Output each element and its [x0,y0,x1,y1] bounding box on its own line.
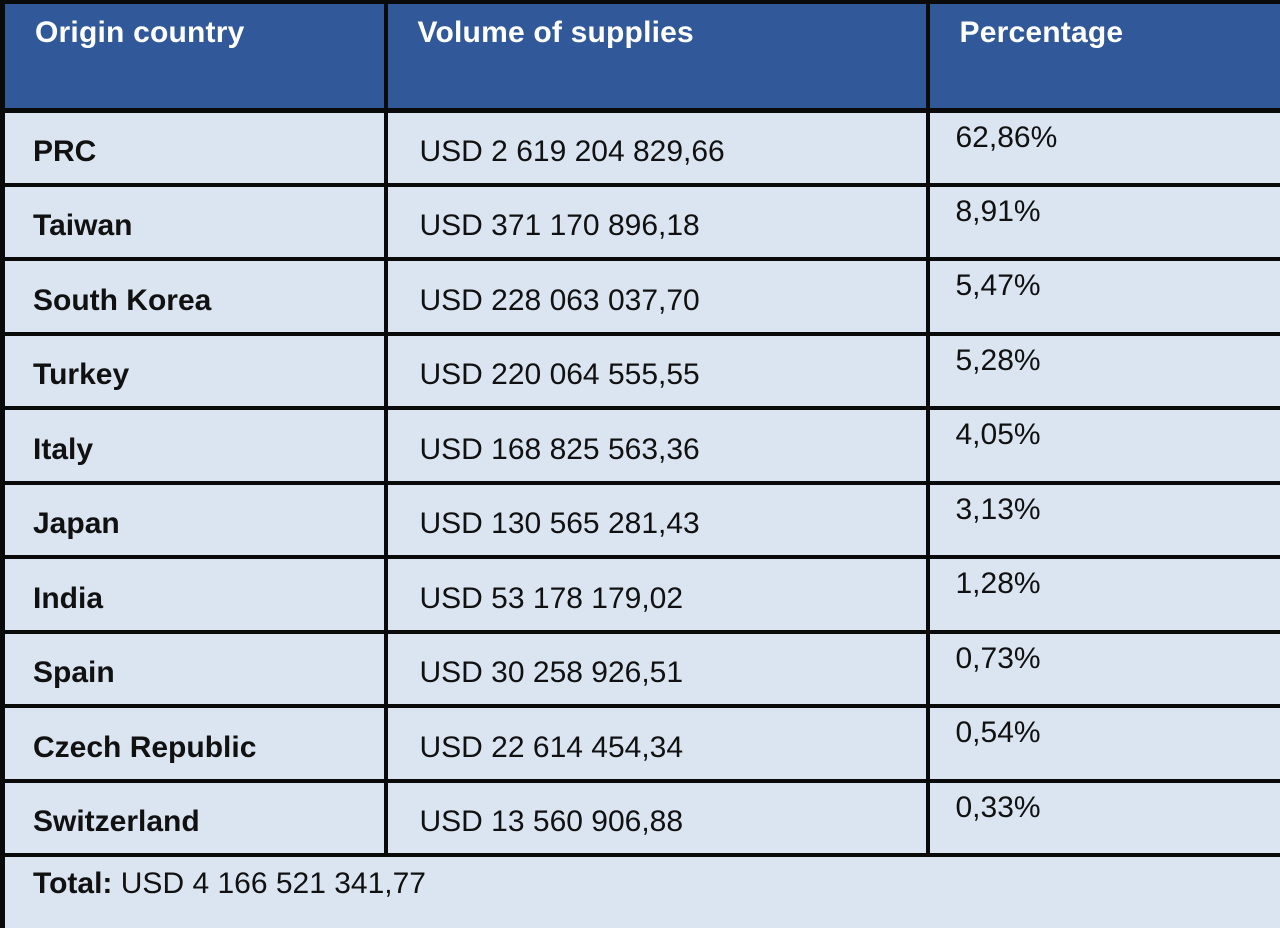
country-cell: Japan [0,480,388,559]
country-cell: India [0,555,388,634]
table-row: Czech Republic USD 22 614 454,34 0,54% [0,704,1280,783]
percentage-cell: 0,33% [925,778,1280,857]
column-header-percentage: Percentage [925,0,1280,113]
percentage-cell: 0,73% [925,629,1280,708]
country-cell: South Korea [0,257,388,336]
volume-cell: USD 13 560 906,88 [383,778,930,857]
country-cell: Turkey [0,331,388,410]
total-label: Total: [33,867,121,900]
volume-cell: USD 30 258 926,51 [383,629,930,708]
percentage-cell: 0,54% [925,704,1280,783]
volume-cell: USD 2 619 204 829,66 [383,108,930,187]
volume-cell: USD 220 064 555,55 [383,331,930,410]
country-cell: PRC [0,108,388,187]
percentage-cell: 4,05% [925,406,1280,485]
total-row: Total: USD 4 166 521 341,77 [0,853,1280,928]
column-header-origin-country: Origin country [0,0,388,113]
percentage-cell: 5,47% [925,257,1280,336]
column-header-volume-of-supplies: Volume of supplies [383,0,930,113]
table-row: Turkey USD 220 064 555,55 5,28% [0,331,1280,410]
percentage-cell: 5,28% [925,331,1280,410]
table-header: Origin country Volume of supplies Percen… [0,0,1280,113]
country-cell: Taiwan [0,182,388,261]
table-row: Italy USD 168 825 563,36 4,05% [0,406,1280,485]
total-cell: Total: USD 4 166 521 341,77 [0,853,1280,928]
country-cell: Czech Republic [0,704,388,783]
percentage-cell: 62,86% [925,108,1280,187]
total-value: USD 4 166 521 341,77 [120,867,426,900]
country-cell: Spain [0,629,388,708]
volume-cell: USD 168 825 563,36 [383,406,930,485]
volume-cell: USD 22 614 454,34 [383,704,930,783]
table-footer: Total: USD 4 166 521 341,77 [0,853,1280,928]
percentage-cell: 1,28% [925,555,1280,634]
table-row: Switzerland USD 13 560 906,88 0,33% [0,778,1280,857]
country-cell: Italy [0,406,388,485]
table-body: PRC USD 2 619 204 829,66 62,86% Taiwan USD 3… [0,108,1280,857]
table-row: India USD 53 178 179,02 1,28% [0,555,1280,634]
table-row: Taiwan USD 371 170 896,18 8,91% [0,182,1280,261]
volume-cell: USD 371 170 896,18 [383,182,930,261]
percentage-cell: 3,13% [925,480,1280,559]
volume-cell: USD 228 063 037,70 [383,257,930,336]
country-cell: Switzerland [0,778,388,857]
table-row: South Korea USD 228 063 037,70 5,47% [0,257,1280,336]
table-row: Spain USD 30 258 926,51 0,73% [0,629,1280,708]
header-row: Origin country Volume of supplies Percen… [0,0,1280,113]
percentage-cell: 8,91% [925,182,1280,261]
table-row: Japan USD 130 565 281,43 3,13% [0,480,1280,559]
volume-cell: USD 130 565 281,43 [383,480,930,559]
volume-cell: USD 53 178 179,02 [383,555,930,634]
table-row: PRC USD 2 619 204 829,66 62,86% [0,108,1280,187]
